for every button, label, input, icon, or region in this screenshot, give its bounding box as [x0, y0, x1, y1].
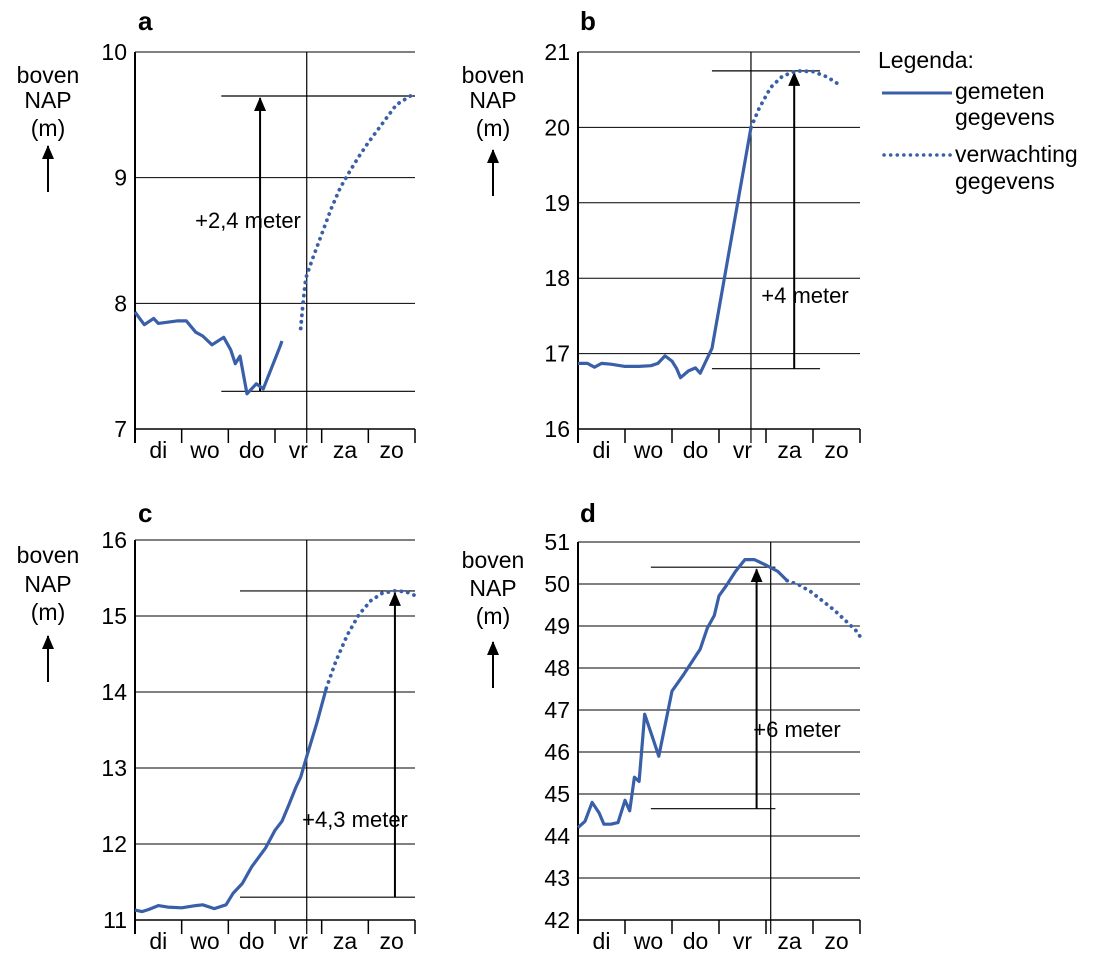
legend-title: Legenda: [878, 47, 974, 73]
y-axis-label-line3: (m) [476, 115, 510, 141]
panel-letter: d [580, 498, 596, 528]
y-axis-label-line1: boven [462, 547, 525, 573]
y-axis-label-line1: boven [462, 62, 525, 88]
y-axis-label-line2: NAP [469, 87, 516, 113]
plot-area: 7 8 9 10 di wo do vr za zo [101, 39, 416, 463]
legend-measured-label-line1: gemeten [955, 78, 1045, 104]
legend: Legenda: gemeten gegevens verwachting ge… [878, 47, 1078, 194]
measured-series-line [134, 687, 328, 914]
x-tick-label: vr [733, 437, 753, 463]
forecast-series-line [785, 578, 862, 639]
annotation-label: +4 meter [761, 283, 848, 308]
y-axis-label-line2: NAP [24, 571, 71, 597]
panel-a: a boven NAP (m) 7 8 9 10 di wo do vr za zo +2,4 m… [17, 6, 416, 463]
x-tick-label: za [333, 437, 358, 463]
forecast-series-line [749, 68, 841, 130]
y-tick-label: 16 [544, 416, 570, 442]
measured-series-line [133, 311, 284, 396]
y-tick-label: 44 [544, 823, 570, 849]
y-tick-label: 7 [114, 416, 127, 442]
x-tick-label: zo [380, 437, 404, 463]
y-axis-label-line2: NAP [24, 87, 71, 113]
forecast-series-line [298, 94, 413, 331]
x-tick-label: do [239, 928, 265, 953]
y-tick-label: 14 [101, 679, 127, 705]
y-tick-label: 12 [101, 831, 127, 857]
x-tick-label: zo [824, 928, 848, 953]
y-axis-label-line1: boven [17, 62, 80, 88]
x-tick-label: do [683, 928, 709, 953]
y-tick-label: 50 [544, 571, 570, 597]
annotation-label: +2,4 meter [195, 208, 301, 233]
y-tick-label: 45 [544, 781, 570, 807]
plot-area: 42 43 44 45 46 47 48 49 50 51 di wo do vr za zo [544, 529, 862, 953]
y-tick-label: 20 [544, 114, 570, 140]
x-tick-label: za [777, 437, 802, 463]
y-tick-label: 10 [101, 39, 127, 65]
y-tick-label: 9 [114, 165, 127, 191]
x-tick-label: di [149, 437, 167, 463]
x-tick-label: vr [289, 437, 309, 463]
x-tick-label: wo [633, 437, 663, 463]
y-tick-label: 42 [544, 907, 570, 933]
x-tick-label: wo [189, 437, 219, 463]
measured-series-line [578, 127, 753, 380]
panel-letter: c [138, 498, 152, 528]
y-axis-label-line3: (m) [476, 603, 510, 629]
y-tick-label: 16 [101, 527, 127, 553]
x-tick-label: vr [289, 928, 309, 953]
y-tick-label: 43 [544, 865, 570, 891]
y-tick-label: 51 [544, 529, 570, 555]
legend-forecast-label-line1: verwachting [955, 141, 1078, 167]
x-tick-label: wo [633, 928, 663, 953]
legend-measured-label-line2: gegevens [955, 104, 1055, 130]
y-tick-label: 48 [544, 655, 570, 681]
plot-area: 16 17 18 19 20 21 di wo do vr za zo [544, 39, 861, 463]
y-tick-label: 47 [544, 697, 570, 723]
annotation-label: +6 meter [753, 717, 840, 742]
y-axis-label-line3: (m) [31, 115, 65, 141]
y-tick-label: 15 [101, 603, 127, 629]
x-tick-label: di [149, 928, 167, 953]
y-tick-label: 21 [544, 39, 570, 65]
x-tick-label: za [333, 928, 358, 953]
y-tick-label: 46 [544, 739, 570, 765]
y-axis-label-line1: boven [17, 542, 80, 568]
y-tick-label: 19 [544, 190, 570, 216]
panel-b: b boven NAP (m) 16 17 18 19 20 21 di wo do vr za zo… [462, 6, 861, 463]
x-tick-label: do [239, 437, 265, 463]
y-tick-label: 17 [544, 341, 570, 367]
y-tick-label: 8 [114, 290, 127, 316]
x-tick-label: zo [824, 437, 848, 463]
panel-letter: b [580, 6, 596, 36]
annotation-label: +4,3 meter [302, 807, 408, 832]
x-tick-label: do [683, 437, 709, 463]
x-tick-label: zo [380, 928, 404, 953]
y-tick-label: 49 [544, 613, 570, 639]
x-tick-label: di [593, 928, 611, 953]
x-tick-label: za [777, 928, 802, 953]
forecast-series-line [324, 588, 417, 691]
y-axis-label-line2: NAP [469, 575, 516, 601]
measured-series-line [576, 557, 789, 829]
y-tick-label: 11 [103, 907, 127, 933]
panel-d: d boven NAP (m) 42 43 44 45 46 47 48 49 50 51 di wo… [462, 498, 862, 953]
panel-letter: a [138, 6, 153, 36]
plot-area: 11 12 13 14 15 16 di wo do vr za zo [101, 527, 417, 953]
x-tick-label: wo [189, 928, 219, 953]
y-tick-label: 13 [101, 755, 127, 781]
x-tick-label: di [593, 437, 611, 463]
y-axis-label-line3: (m) [31, 599, 65, 625]
panel-c: c boven NAP (m) 11 12 13 14 15 16 di wo do vr za zo… [17, 498, 417, 953]
y-tick-label: 18 [544, 265, 570, 291]
legend-forecast-label-line2: gegevens [955, 168, 1055, 194]
x-tick-label: vr [733, 928, 753, 953]
